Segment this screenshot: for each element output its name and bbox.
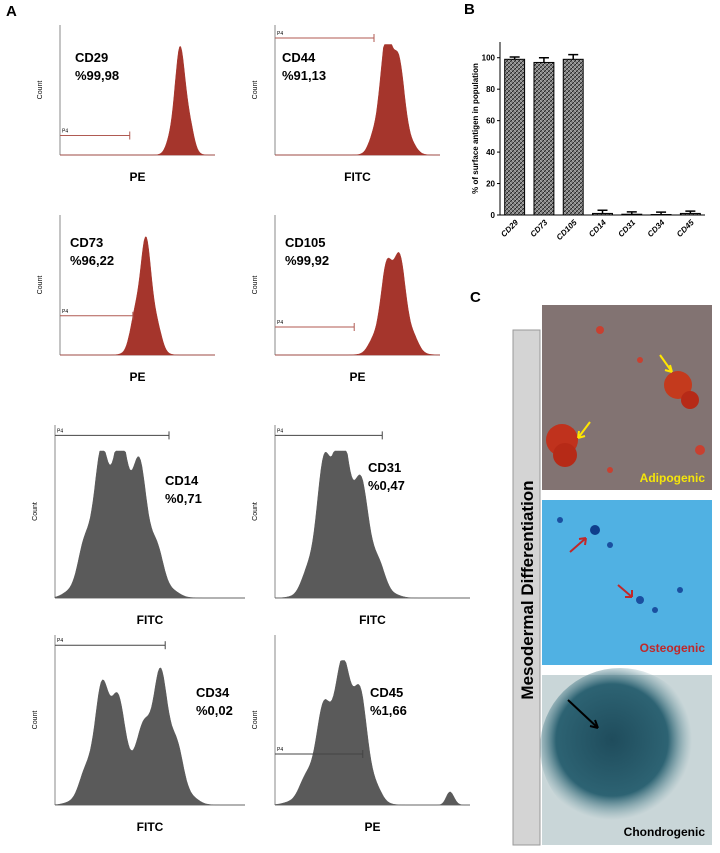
- marker-label: CD31: [368, 460, 401, 475]
- bar: [505, 59, 525, 215]
- bar: [563, 59, 583, 215]
- gate-label: P4: [277, 428, 283, 434]
- image-label: Osteogenic: [640, 641, 706, 655]
- x-tick-label: CD31: [616, 218, 637, 239]
- x-tick-label: CD105: [555, 218, 579, 242]
- y-axis-label: Count: [37, 81, 44, 100]
- x-tick-label: CD29: [499, 218, 520, 239]
- gate-label: P4: [62, 129, 68, 135]
- y-tick-label: 0: [491, 211, 496, 220]
- x-axis-label: FITC: [359, 613, 386, 627]
- percent-label: %0,47: [368, 478, 405, 493]
- y-axis-label: Count: [252, 502, 259, 521]
- percent-label: %1,66: [370, 703, 407, 718]
- error-bar: [568, 55, 578, 60]
- x-tick-label: CD34: [646, 218, 667, 239]
- x-axis-label: PE: [364, 820, 380, 834]
- y-tick-label: 20: [486, 180, 495, 189]
- marker-label: CD45: [370, 685, 403, 700]
- percent-label: %99,98: [75, 68, 119, 83]
- histogram: [275, 661, 470, 806]
- image-label: Adipogenic: [640, 471, 706, 485]
- y-tick-label: 100: [482, 54, 496, 63]
- x-tick-label: CD73: [529, 218, 550, 239]
- marker-label: CD105: [285, 235, 325, 250]
- x-tick-label: CD14: [587, 218, 608, 239]
- y-axis-label: Count: [32, 711, 39, 730]
- gate-label: P4: [277, 31, 283, 37]
- y-axis-label: Count: [32, 502, 39, 521]
- x-axis-label: PE: [129, 370, 145, 384]
- percent-label: %0,02: [196, 703, 233, 718]
- percent-label: %91,13: [282, 68, 326, 83]
- marker-label: CD73: [70, 235, 103, 250]
- gate-label: P4: [62, 309, 68, 315]
- marker-label: CD44: [282, 50, 316, 65]
- y-tick-label: 60: [486, 117, 495, 126]
- panel-title: Mesodermal Differentiation: [518, 480, 537, 699]
- y-tick-label: 40: [486, 148, 495, 157]
- panel-label: A: [6, 3, 17, 20]
- bar: [534, 62, 554, 215]
- gate-label: P4: [57, 428, 63, 434]
- x-axis-label: FITC: [344, 170, 371, 184]
- y-axis-label: Count: [252, 276, 259, 295]
- percent-label: %96,22: [70, 253, 114, 268]
- percent-label: %99,92: [285, 253, 329, 268]
- marker-label: CD34: [196, 685, 230, 700]
- x-axis-label: PE: [349, 370, 365, 384]
- marker-label: CD29: [75, 50, 108, 65]
- x-axis-label: PE: [129, 170, 145, 184]
- x-tick-label: CD45: [675, 218, 696, 239]
- marker-label: CD14: [165, 473, 199, 488]
- y-axis-label: Count: [252, 711, 259, 730]
- panel-label: B: [464, 1, 475, 18]
- error-bar: [539, 58, 549, 63]
- adipogenic-image: [542, 305, 712, 490]
- x-axis-label: FITC: [137, 613, 164, 627]
- bar: [680, 213, 700, 215]
- y-axis-label: Count: [252, 81, 259, 100]
- gate-label: P4: [277, 320, 283, 326]
- y-axis-label: Count: [37, 276, 44, 295]
- y-tick-label: 80: [486, 85, 495, 94]
- x-axis-label: FITC: [137, 820, 164, 834]
- chondrogenic-image: [540, 668, 712, 845]
- percent-label: %0,71: [165, 491, 202, 506]
- bar: [622, 214, 642, 215]
- histogram: [55, 451, 245, 598]
- image-label: Chondrogenic: [624, 825, 706, 839]
- bar: [593, 213, 613, 215]
- panel-label: C: [470, 289, 481, 306]
- gate-label: P4: [57, 638, 63, 644]
- gate-label: P4: [277, 747, 283, 753]
- y-axis-label: % of surface antigen in population: [471, 63, 480, 194]
